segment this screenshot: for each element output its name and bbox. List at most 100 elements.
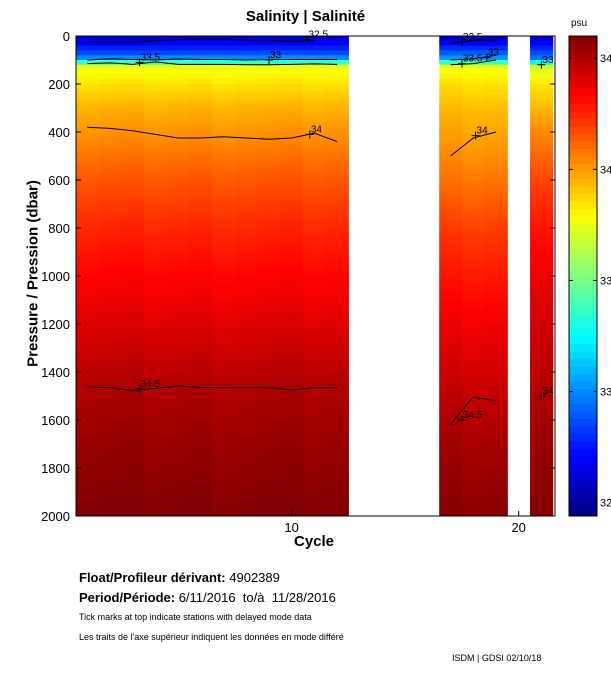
colorbar-swatch — [569, 411, 597, 419]
heatmap-cell — [484, 237, 508, 243]
heatmap-cell — [303, 160, 327, 167]
heatmap-cell — [325, 444, 349, 450]
heatmap-cell — [76, 45, 100, 51]
heatmap-cell — [234, 362, 259, 368]
heatmap-cell — [530, 324, 554, 330]
heatmap-cell — [121, 453, 145, 459]
heatmap-cell — [166, 112, 191, 119]
heatmap-cell — [98, 40, 122, 47]
contour-label: 33 — [270, 50, 282, 61]
colorbar-swatch — [569, 133, 597, 142]
heatmap-cell — [484, 496, 508, 503]
colorbar-swatch — [569, 73, 597, 82]
heatmap-cell — [484, 88, 508, 95]
heatmap-cell — [439, 405, 463, 411]
heatmap-cell — [325, 108, 349, 114]
heatmap-cell — [98, 228, 122, 234]
heatmap-cell — [189, 468, 213, 474]
heatmap-cell — [325, 348, 349, 354]
heatmap-cell — [325, 434, 349, 440]
heatmap-cell — [234, 88, 259, 95]
heatmap-cell — [144, 506, 168, 512]
heatmap-cell — [189, 170, 213, 176]
heatmap-cell — [257, 448, 281, 455]
heatmap-cell — [189, 79, 213, 85]
heatmap-cell — [257, 324, 281, 330]
heatmap-cell — [98, 36, 122, 42]
heatmap-cell — [461, 50, 486, 56]
heatmap-cell — [325, 352, 349, 359]
heatmap-cell — [76, 165, 100, 171]
heatmap-cell — [212, 266, 236, 272]
heatmap-cell — [280, 247, 304, 253]
heatmap-cell — [189, 352, 213, 359]
heatmap-cell — [325, 88, 349, 95]
heatmap-cell — [257, 348, 281, 354]
contour-label: 32.5 — [463, 32, 483, 43]
heatmap-cell — [325, 146, 349, 152]
heatmap-cell — [461, 112, 486, 119]
heatmap-cell — [76, 314, 100, 320]
heatmap-cell — [166, 74, 191, 80]
heatmap-cell — [189, 463, 213, 469]
heatmap-cell — [121, 194, 145, 200]
heatmap-cell — [484, 136, 508, 143]
heatmap-cell — [76, 458, 100, 464]
heatmap-cell — [325, 314, 349, 320]
heatmap-cell — [325, 74, 349, 80]
heatmap-cell — [257, 410, 281, 416]
heatmap-cell — [166, 184, 191, 191]
heatmap-cell — [303, 304, 327, 311]
heatmap-cell — [461, 271, 486, 277]
contour-label-marker — [457, 59, 466, 68]
heatmap-cell — [212, 204, 236, 210]
heatmap-cell — [121, 343, 145, 349]
heatmap-cell — [166, 496, 191, 503]
heatmap-cell — [303, 180, 327, 186]
heatmap-cell — [280, 36, 304, 42]
heatmap-cell — [303, 290, 327, 296]
heatmap-cell — [234, 506, 259, 512]
heatmap-cell — [280, 194, 304, 200]
heatmap-cell — [257, 496, 281, 503]
colorbar-swatch — [569, 373, 597, 382]
heatmap-cell — [234, 309, 259, 315]
heatmap-cell — [234, 400, 259, 407]
heatmap-cell — [439, 79, 463, 85]
heatmap-cell — [280, 69, 304, 75]
heatmap-cell — [212, 74, 236, 80]
heatmap-cell — [461, 136, 486, 143]
heatmap-cell — [98, 463, 122, 469]
heatmap-cell — [144, 477, 168, 483]
heatmap-cell — [189, 429, 213, 435]
heatmap-cell — [280, 453, 304, 459]
heatmap-cell — [439, 127, 463, 133]
heatmap-cell — [76, 127, 100, 133]
heatmap-cell — [98, 117, 122, 123]
heatmap-cell — [76, 348, 100, 354]
heatmap-cell — [76, 477, 100, 483]
heatmap-cell — [144, 108, 168, 114]
heatmap-cell — [325, 295, 349, 301]
heatmap-cell — [98, 136, 122, 143]
heatmap-cell — [325, 160, 349, 167]
heatmap-cell — [76, 429, 100, 435]
heatmap-cell — [439, 333, 463, 339]
heatmap-cell — [257, 180, 281, 186]
heatmap-cell — [325, 468, 349, 474]
heatmap-cell — [530, 45, 554, 51]
heatmap-cell — [144, 252, 168, 258]
heatmap-cell — [280, 367, 304, 373]
heatmap-cell — [166, 348, 191, 354]
heatmap-cell — [439, 141, 463, 147]
heatmap-cell — [461, 232, 486, 239]
heatmap-cell — [280, 175, 304, 181]
heatmap-cell — [461, 477, 486, 483]
heatmap-cell — [76, 88, 100, 95]
heatmap-cell — [212, 376, 236, 383]
heatmap-cell — [121, 112, 145, 119]
heatmap-cell — [461, 146, 486, 152]
heatmap-cell — [530, 304, 554, 311]
heatmap-cell — [166, 285, 191, 291]
heatmap-cell — [121, 367, 145, 373]
